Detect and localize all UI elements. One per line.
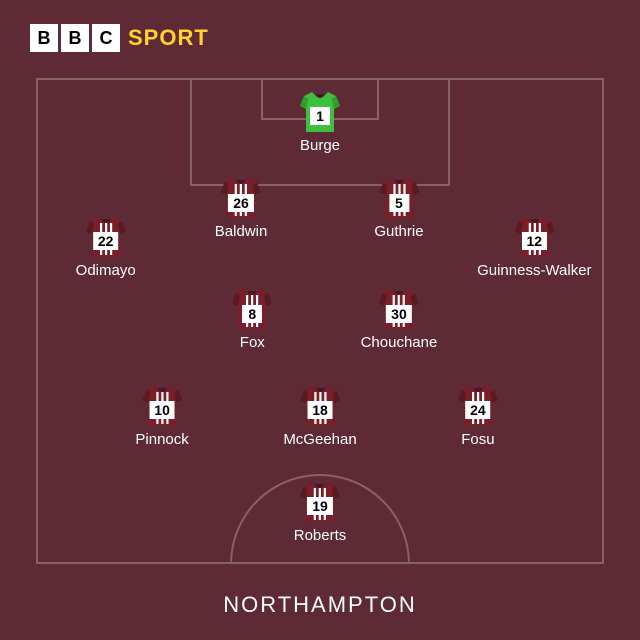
shirt-icon: 10 [138, 384, 186, 428]
shirt-icon: 18 [296, 384, 344, 428]
shirt-icon: 19 [296, 480, 344, 524]
shirt-icon: 12 [510, 215, 558, 259]
player-name: Burge [300, 137, 340, 154]
shirt-icon: 26 [217, 176, 265, 220]
player-pinnock: 10 Pinnock [135, 384, 188, 448]
shirt-icon: 1 [296, 90, 344, 134]
player-number: 26 [228, 194, 254, 212]
player-name: Guinness-Walker [477, 262, 591, 279]
player-burge: 1 Burge [296, 90, 344, 154]
bbc-letter: C [92, 24, 120, 52]
player-name: McGeehan [283, 431, 356, 448]
player-number: 5 [389, 194, 409, 212]
player-name: Guthrie [374, 223, 423, 240]
shirt-icon: 22 [82, 215, 130, 259]
player-name: Fox [240, 334, 265, 351]
team-name: NORTHAMPTON [0, 592, 640, 618]
player-guthrie: 5 Guthrie [374, 176, 423, 240]
shirt-icon: 30 [375, 287, 423, 331]
shirt-icon: 8 [228, 287, 276, 331]
bbc-letter: B [30, 24, 58, 52]
player-number: 19 [307, 497, 333, 515]
player-fosu: 24 Fosu [454, 384, 502, 448]
player-name: Baldwin [215, 223, 268, 240]
player-odimayo: 22 Odimayo [76, 215, 136, 279]
player-name: Roberts [294, 527, 347, 544]
shirt-icon: 24 [454, 384, 502, 428]
shirt-icon: 5 [375, 176, 423, 220]
bbc-sport-logo: B B C SPORT [30, 24, 209, 52]
player-name: Chouchane [361, 334, 438, 351]
player-name: Fosu [461, 431, 494, 448]
player-number: 10 [149, 401, 175, 419]
player-name: Odimayo [76, 262, 136, 279]
sport-word: SPORT [128, 25, 209, 51]
bbc-blocks: B B C [30, 24, 120, 52]
player-number: 12 [522, 232, 548, 250]
player-number: 30 [386, 305, 412, 323]
player-name: Pinnock [135, 431, 188, 448]
player-mcgeehan: 18 McGeehan [283, 384, 356, 448]
player-chouchane: 30 Chouchane [361, 287, 438, 351]
pitch: 1 Burge 26 Baldwin 5 Guthrie 22 Odimayo 12 Gu… [36, 78, 604, 564]
bbc-letter: B [61, 24, 89, 52]
player-number: 18 [307, 401, 333, 419]
player-guinness-walker: 12 Guinness-Walker [477, 215, 591, 279]
player-number: 8 [242, 305, 262, 323]
player-number: 22 [93, 232, 119, 250]
player-number: 1 [310, 107, 330, 125]
player-roberts: 19 Roberts [294, 480, 347, 544]
player-baldwin: 26 Baldwin [215, 176, 268, 240]
player-number: 24 [465, 401, 491, 419]
player-fox: 8 Fox [228, 287, 276, 351]
